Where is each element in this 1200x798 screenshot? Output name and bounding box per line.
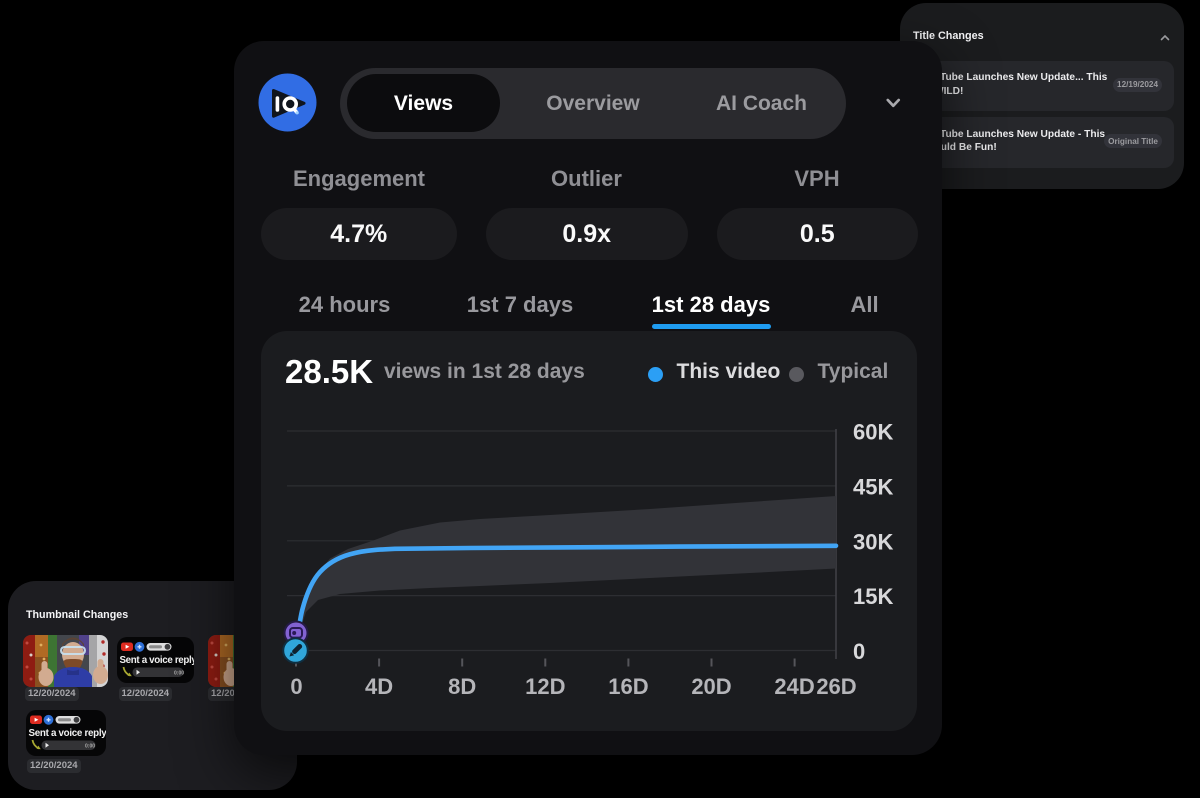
svg-text:0: 0 [290, 674, 302, 699]
svg-text:20D: 20D [691, 674, 731, 699]
svg-text:16D: 16D [608, 674, 648, 699]
svg-text:15K: 15K [853, 584, 893, 609]
svg-text:4D: 4D [365, 674, 393, 699]
svg-text:12D: 12D [525, 674, 565, 699]
svg-text:45K: 45K [853, 474, 893, 499]
svg-text:30K: 30K [853, 529, 893, 554]
svg-text:60K: 60K [853, 420, 893, 445]
svg-text:24D: 24D [774, 674, 814, 699]
svg-text:0: 0 [853, 639, 865, 664]
svg-text:8D: 8D [448, 674, 476, 699]
svg-text:26D: 26D [816, 674, 856, 699]
